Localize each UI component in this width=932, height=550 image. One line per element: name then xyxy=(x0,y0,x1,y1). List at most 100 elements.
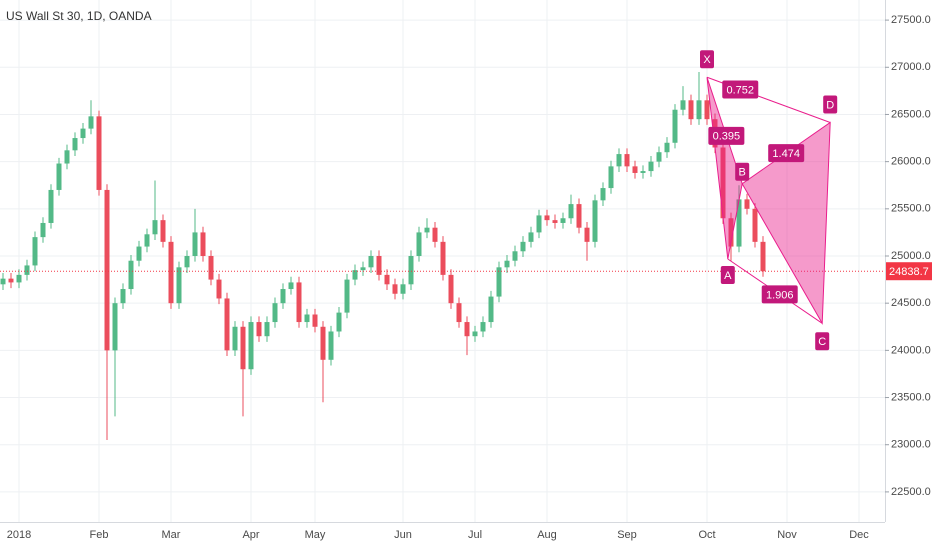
candle-body xyxy=(608,166,614,189)
y-tick-label: 24500.0 xyxy=(891,297,931,309)
pattern-point-label: X xyxy=(703,54,711,66)
candle-body xyxy=(696,100,702,120)
candle-body xyxy=(240,326,246,370)
candle-body xyxy=(576,204,582,228)
x-tick-label: Jun xyxy=(394,529,412,541)
candle-body xyxy=(208,255,214,280)
candle-body xyxy=(0,278,6,285)
candle-body xyxy=(416,232,422,256)
candle-body xyxy=(280,289,286,304)
candle-body xyxy=(512,251,518,261)
y-tick-label: 26500.0 xyxy=(891,108,931,120)
candle-body xyxy=(368,255,374,268)
candle-body xyxy=(520,241,526,252)
candle-body xyxy=(592,200,598,242)
candle-body xyxy=(160,220,166,242)
x-tick-label: Jul xyxy=(468,529,482,541)
candle-body xyxy=(488,296,494,323)
candle-body xyxy=(648,161,654,172)
candle-body xyxy=(552,220,558,223)
candle-body xyxy=(168,241,174,304)
pattern-ratio-box xyxy=(761,285,798,304)
candle-body xyxy=(376,255,382,275)
pattern-point-label-box xyxy=(823,95,838,114)
pattern-ratio: 1.474 xyxy=(772,148,800,160)
candle-body xyxy=(232,326,238,351)
pattern-ratio: 0.752 xyxy=(726,84,754,96)
candle-body xyxy=(584,227,590,242)
x-tick-label: Mar xyxy=(162,529,181,541)
candle-body xyxy=(8,278,14,283)
candle-body xyxy=(752,208,758,242)
candle-body xyxy=(440,241,446,275)
candle-body xyxy=(152,220,158,235)
candle-body xyxy=(112,303,118,351)
candle-body xyxy=(120,289,126,304)
candle-body xyxy=(24,265,30,275)
candle-body xyxy=(48,189,54,223)
y-tick-label: 24000.0 xyxy=(891,344,931,356)
candle-body xyxy=(656,152,662,162)
pattern-point-label: A xyxy=(724,270,732,282)
candle-body xyxy=(304,314,310,323)
candle-body xyxy=(736,199,742,247)
candle-body xyxy=(144,234,150,247)
pattern-point-label: C xyxy=(818,336,826,348)
pattern-ratio: 1.906 xyxy=(766,289,794,301)
candle-body xyxy=(264,322,270,337)
candle-body xyxy=(424,227,430,233)
y-tick-label: 23500.0 xyxy=(891,391,931,403)
y-tick-label: 25500.0 xyxy=(891,203,931,215)
candle-body xyxy=(472,331,478,337)
candle-body xyxy=(72,138,78,151)
candle-body xyxy=(200,232,206,256)
candle-body xyxy=(184,255,190,268)
candle-body xyxy=(400,284,406,294)
candle-body xyxy=(544,215,550,221)
candle-body xyxy=(80,128,86,139)
candle-body xyxy=(88,116,94,129)
candle-body xyxy=(664,142,670,153)
candle-body xyxy=(96,116,102,190)
x-tick-label: Sep xyxy=(617,529,637,541)
candle-body xyxy=(104,189,110,351)
candle-body xyxy=(40,222,46,238)
y-tick-label: 27000.0 xyxy=(891,61,931,73)
candle-body xyxy=(312,314,318,327)
candle-body xyxy=(616,154,622,167)
candle-body xyxy=(296,282,302,323)
pattern-point-label-box xyxy=(815,332,830,351)
candle-body xyxy=(496,267,502,297)
candle-body xyxy=(352,270,358,280)
y-tick-label: 25000.0 xyxy=(891,250,931,262)
candle-body xyxy=(624,154,630,167)
candle-body xyxy=(360,267,366,271)
candle-body xyxy=(704,100,710,120)
candle-body xyxy=(600,188,606,201)
pattern-point-label: D xyxy=(826,99,834,111)
candle-body xyxy=(560,218,566,223)
candle-body xyxy=(320,326,326,360)
candle-body xyxy=(480,322,486,332)
candle-body xyxy=(640,171,646,173)
candle-body xyxy=(448,274,454,304)
candle-body xyxy=(272,303,278,323)
candle-body xyxy=(256,322,262,337)
y-tick-label: 27500.0 xyxy=(891,14,931,26)
chart-title: US Wall St 30, 1D, OANDA xyxy=(6,9,152,23)
candle-body xyxy=(32,237,38,266)
candle-body xyxy=(56,163,62,190)
x-tick-label: Feb xyxy=(90,529,109,541)
x-tick-label: Apr xyxy=(242,529,259,541)
candle-body xyxy=(216,279,222,299)
candle-body xyxy=(248,322,254,370)
y-tick-label: 26000.0 xyxy=(891,156,931,168)
candle-body xyxy=(720,147,726,219)
pattern-ratio-box xyxy=(768,144,805,163)
pattern-point-label-box xyxy=(720,266,735,285)
candle-body xyxy=(384,274,390,285)
candle-body xyxy=(504,260,510,268)
candle-body xyxy=(672,109,678,143)
x-tick-label: Oct xyxy=(698,529,715,541)
